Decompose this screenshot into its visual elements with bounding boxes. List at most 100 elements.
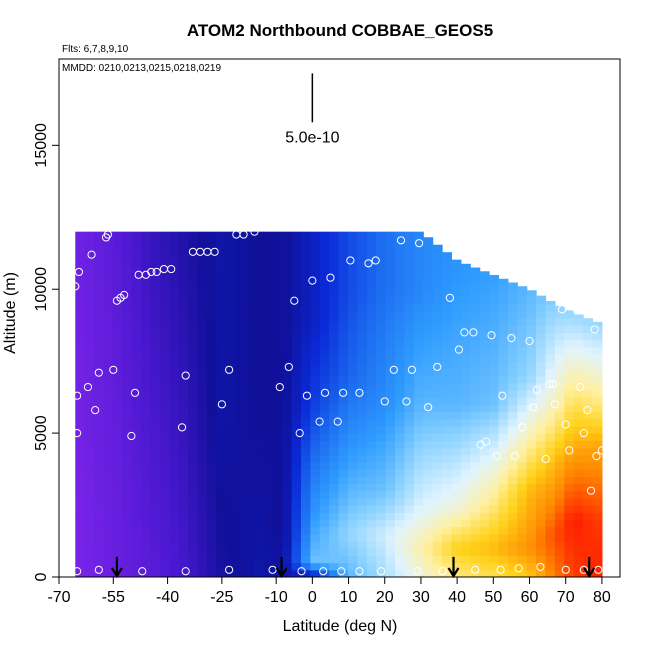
field-cell [178, 476, 189, 485]
field-cell [329, 296, 340, 305]
field-cell [545, 318, 556, 326]
field-cell [432, 548, 443, 557]
field-cell [432, 282, 443, 290]
field-cell [376, 361, 387, 369]
field-cell [376, 325, 387, 333]
field-cell [338, 469, 349, 477]
field-cell [300, 569, 311, 577]
field-cell [338, 490, 349, 499]
field-cell [282, 418, 293, 427]
field-cell [413, 375, 424, 384]
field-cell [150, 339, 161, 348]
field-cell [216, 569, 227, 577]
field-cell [282, 512, 293, 521]
field-cell [197, 332, 208, 341]
sample-point [579, 429, 588, 438]
field-cell [489, 325, 500, 333]
field-cell [498, 476, 509, 485]
field-cell [470, 310, 481, 319]
sample-point [536, 562, 545, 572]
field-cell [300, 361, 311, 369]
field-cell [112, 483, 123, 492]
field-cell [413, 397, 424, 405]
field-cell [348, 282, 358, 290]
field-cell [319, 433, 330, 441]
field-cell [122, 325, 133, 333]
field-cell [282, 310, 293, 319]
field-cell [300, 260, 311, 269]
field-cell [159, 289, 170, 298]
field-cell [470, 548, 481, 557]
field-cell [131, 231, 142, 240]
field-cell [112, 526, 123, 535]
field-cell [178, 353, 189, 362]
field-cell [432, 389, 443, 398]
field-cell [423, 526, 434, 535]
dates-label: MMDD: 0210,0213,0215,0218,0219 [62, 63, 221, 74]
field-cell [272, 332, 283, 341]
field-cell [451, 332, 462, 341]
field-cell [517, 325, 528, 333]
field-cell [489, 533, 500, 542]
field-cell [395, 461, 406, 470]
sample-point [592, 452, 601, 461]
field-cell [103, 461, 114, 470]
field-cell [573, 505, 584, 513]
field-cell [112, 461, 123, 470]
field-cell [536, 411, 547, 420]
field-cell [338, 260, 349, 269]
field-cell [432, 346, 443, 355]
field-cell [84, 353, 95, 362]
field-cell [573, 368, 584, 377]
field-cell [272, 397, 283, 405]
field-cell [300, 289, 311, 298]
field-cell [329, 318, 340, 326]
field-cell [432, 418, 443, 427]
field-cell [235, 548, 246, 557]
field-cell [583, 461, 594, 470]
field-cell [216, 231, 227, 240]
field-cell [282, 519, 293, 528]
field-cell [84, 397, 95, 405]
field-cell [103, 325, 114, 333]
field-cell [216, 562, 227, 571]
field-cell [526, 562, 537, 571]
field-cell [103, 418, 114, 427]
field-cell [235, 274, 246, 283]
field-cell [385, 548, 396, 557]
field-cell [291, 512, 302, 521]
field-cell [112, 497, 123, 506]
field-cell [517, 497, 528, 506]
field-cell [460, 454, 471, 463]
field-cell [188, 361, 199, 369]
field-cell [413, 490, 424, 499]
field-cell [329, 526, 340, 535]
field-cell [479, 289, 490, 298]
field-cell [94, 461, 105, 470]
field-cell [84, 382, 95, 391]
field-cell [498, 548, 509, 557]
field-cell [178, 569, 189, 577]
field-cell [432, 497, 443, 506]
sample-point [339, 388, 348, 397]
field-cell [329, 447, 340, 456]
field-cell [244, 469, 255, 477]
field-cell [498, 469, 509, 477]
field-cell [122, 260, 133, 269]
field-cell [150, 382, 161, 391]
field-cell [545, 440, 556, 449]
field-cell [178, 375, 189, 384]
field-cell [395, 397, 406, 405]
field-cell [272, 282, 283, 290]
field-cell [122, 318, 133, 326]
field-cell [564, 497, 575, 506]
field-cell [366, 541, 377, 549]
field-cell [216, 411, 227, 420]
field-cell [244, 505, 255, 513]
field-cell [272, 555, 283, 564]
field-cell [150, 231, 161, 240]
field-cell [526, 397, 537, 405]
field-cell [545, 541, 556, 549]
field-cell [94, 296, 105, 305]
field-cell [131, 490, 142, 499]
